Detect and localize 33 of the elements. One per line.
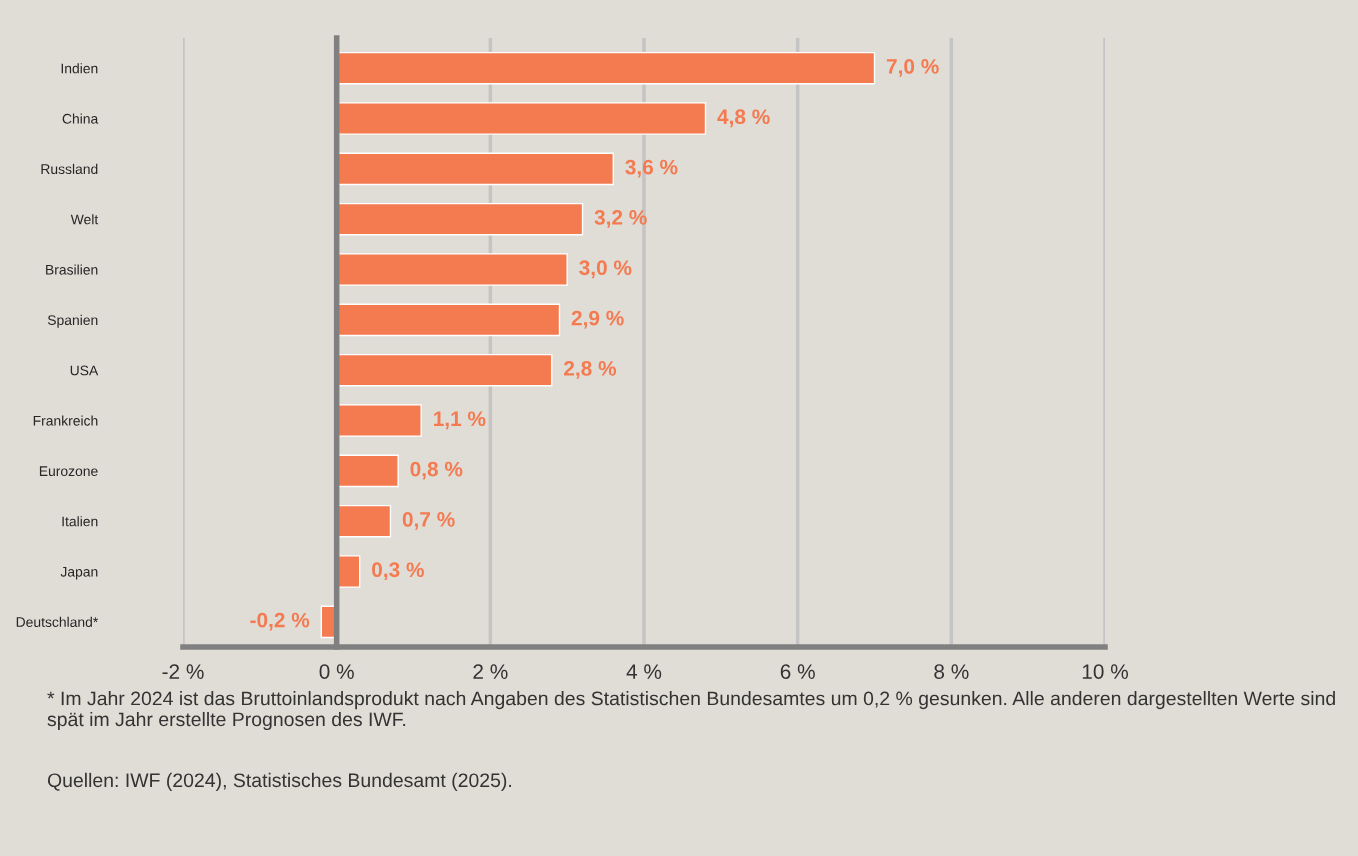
- data-label: 0,3 %: [372, 562, 424, 581]
- y-tick-label: Welt: [70, 214, 99, 225]
- x-tick-label: 2 %: [473, 664, 508, 679]
- data-label: 3,6 %: [625, 159, 678, 178]
- x-tick-label: 0 %: [319, 664, 354, 679]
- y-tick-label: Deutschland*: [16, 616, 99, 627]
- y-tick-label: Spanien: [47, 314, 98, 328]
- y-tick-label: Frankreich: [33, 415, 98, 426]
- y-tick-label: Italien: [62, 516, 98, 527]
- data-label: 7,0 %: [886, 59, 939, 77]
- x-tick-label: 6 %: [780, 664, 815, 679]
- y-tick-label: Eurozone: [39, 466, 98, 477]
- y-tick-label: Indien: [61, 63, 98, 74]
- y-tick-label: Russland: [41, 163, 98, 175]
- y-tick-label: Japan: [60, 566, 98, 580]
- x-tick-label: 8 %: [934, 664, 969, 679]
- text: * Im Jahr 2024 ist das Bruttoinlandsprodukt nach Angaben des Statistischen Bundesamtes um 0,2 % gesunken. Alle anderen dargestellten Werte sind spät im Jahr erstellte Prognosen des IWF.: [47, 691, 1335, 731]
- x-tick-label: 4 %: [626, 664, 662, 679]
- x-tick-label: 10 %: [1082, 664, 1128, 679]
- data-label: 2,9 %: [571, 310, 624, 329]
- data-label: 3,0 %: [579, 260, 632, 279]
- source-note: Quellen: IWF (2024), Statistisches Bundesamt (2025).: [47, 772, 512, 791]
- data-label: -0,2 %: [250, 612, 310, 631]
- data-label: 2,8 %: [564, 361, 617, 379]
- data-label: 0,7 %: [402, 512, 455, 530]
- y-tick-label: China: [62, 113, 99, 124]
- data-label: 3,2 %: [594, 210, 647, 228]
- data-label: 4,8 %: [717, 109, 770, 128]
- y-tick-label: Brasilien: [46, 264, 98, 275]
- data-label: 1,1 %: [434, 411, 486, 430]
- data-label: 0,8 %: [410, 461, 463, 480]
- x-tick-label: -2 %: [162, 664, 204, 679]
- y-tick-label: USA: [70, 365, 99, 376]
